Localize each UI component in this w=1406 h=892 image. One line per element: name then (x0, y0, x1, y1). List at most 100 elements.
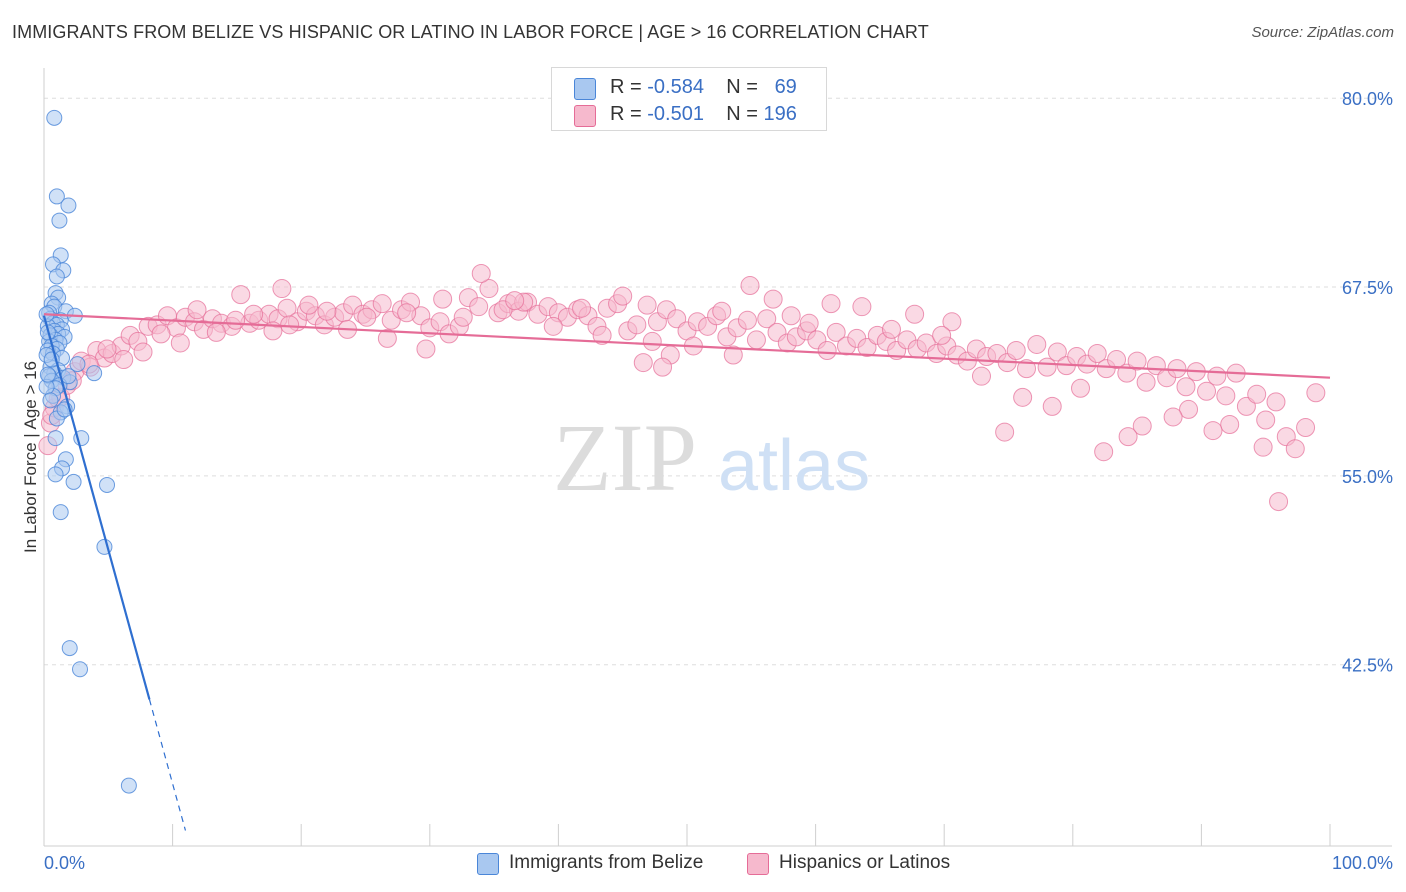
belize-point (65, 473, 82, 490)
hispanics-point (1306, 383, 1326, 403)
x-tick-label: 100.0% (1332, 853, 1393, 873)
hispanics-point (1017, 359, 1037, 379)
hispanics-point (1285, 439, 1305, 459)
legend-r-label: R = (610, 103, 642, 125)
hispanics-point (799, 313, 819, 333)
hispanics-point (627, 315, 647, 335)
legend-r-value: -0.501 (647, 103, 704, 125)
hispanics-point (97, 339, 117, 359)
belize-trend-extension (148, 699, 187, 831)
hispanics-point (416, 339, 436, 359)
hispanics-point (206, 322, 226, 342)
hispanics-point (226, 310, 246, 330)
hispanics-point (1163, 407, 1183, 427)
y-axis-label: In Labor Force | Age > 16 (21, 361, 40, 553)
hispanics-point (357, 307, 377, 327)
hispanics-point (852, 297, 872, 317)
hispanics-point (740, 276, 760, 296)
correlation-legend: R = -0.584 N = 69 R = -0.501 N = 196 (551, 67, 827, 131)
hispanics-point (317, 301, 337, 321)
legend-r-label: R = (610, 76, 642, 98)
belize-point (69, 356, 86, 373)
bottom-legend-swatch-hispanics (747, 853, 769, 875)
belize-point (39, 366, 56, 383)
hispanics-point (1203, 421, 1223, 441)
y-tick-label: 42.5% (1342, 656, 1393, 676)
hispanics-point (272, 279, 292, 299)
hispanics-point (1006, 340, 1026, 360)
y-tick-label: 67.5% (1342, 278, 1393, 298)
belize-point (72, 661, 89, 678)
hispanics-point (505, 291, 525, 311)
hispanics-point (151, 324, 171, 344)
y-tick-label: 80.0% (1342, 89, 1393, 109)
belize-point (48, 188, 65, 205)
hispanics-point (1256, 410, 1276, 430)
hispanics-point (1247, 384, 1267, 404)
bottom-legend-label-hispanics: Hispanics or Latinos (779, 852, 951, 873)
hispanics-point (1027, 334, 1047, 354)
hispanics-point (1266, 392, 1286, 412)
hispanics-point (170, 333, 190, 353)
hispanics-point (1197, 381, 1217, 401)
bottom-legend-swatch-belize (477, 853, 499, 875)
hispanics-point (1118, 427, 1138, 447)
grid-layer (44, 97, 1392, 846)
hispanics-point (653, 357, 673, 377)
hispanics-point (469, 297, 489, 317)
hispanics-point (1236, 396, 1256, 416)
hispanics-point (881, 319, 901, 339)
hispanics-point (280, 315, 300, 335)
hispanics-point (1207, 366, 1227, 386)
bottom-legend-label-belize: Immigrants from Belize (509, 852, 704, 873)
hispanics-point (114, 350, 134, 370)
belize-point (47, 430, 64, 447)
hispanics-point (433, 289, 453, 309)
hispanics-point (1253, 437, 1273, 457)
hispanics-point (633, 353, 653, 373)
y-tick-label: 55.0% (1342, 467, 1393, 487)
trend-lines (42, 313, 1331, 831)
hispanics-point (1132, 416, 1152, 436)
hispanics-point (763, 289, 783, 309)
hispanics-point (453, 307, 473, 327)
belize-point (42, 392, 59, 409)
belize-point (61, 640, 78, 657)
hispanics-point (995, 422, 1015, 442)
belize-point (86, 365, 103, 382)
hispanics-point (1179, 399, 1199, 419)
hispanics-point (905, 304, 925, 324)
hispanics-point (133, 342, 153, 362)
belize-point (120, 777, 137, 794)
hispanics-point (1037, 357, 1057, 377)
hispanics-point (1127, 351, 1147, 371)
legend-n-value: 196 (763, 103, 797, 125)
hispanics-point (817, 340, 837, 360)
hispanics-point (397, 303, 417, 323)
hispanics-point (1042, 396, 1062, 416)
hispanics-trend-line (43, 313, 1331, 379)
hispanics-point (746, 330, 766, 350)
watermark-zip: ZIP (553, 404, 697, 511)
hispanics-point (299, 295, 319, 315)
legend-n-label: N = (726, 76, 758, 98)
x-tick-label: 0.0% (44, 853, 85, 873)
hispanics-point (231, 285, 251, 305)
hispanics-point (244, 304, 264, 324)
belize-point (47, 466, 64, 483)
hispanics-point (637, 295, 657, 315)
hispanics-point (1136, 372, 1156, 392)
hispanics-point (737, 310, 757, 330)
hispanics-point (471, 263, 491, 283)
hispanics-point (1269, 492, 1289, 512)
tick-labels: 42.5% 55.0% 67.5% 80.0% 0.0% 100.0% (44, 89, 1393, 873)
hispanics-point (479, 279, 499, 299)
legend-swatch-hispanics (574, 105, 596, 127)
hispanics-point (1013, 387, 1033, 407)
hispanics-point (187, 300, 207, 320)
belize-point (60, 197, 77, 214)
hispanics-point (592, 325, 612, 345)
hispanics-point (1220, 415, 1240, 435)
hispanics-point (1047, 342, 1067, 362)
